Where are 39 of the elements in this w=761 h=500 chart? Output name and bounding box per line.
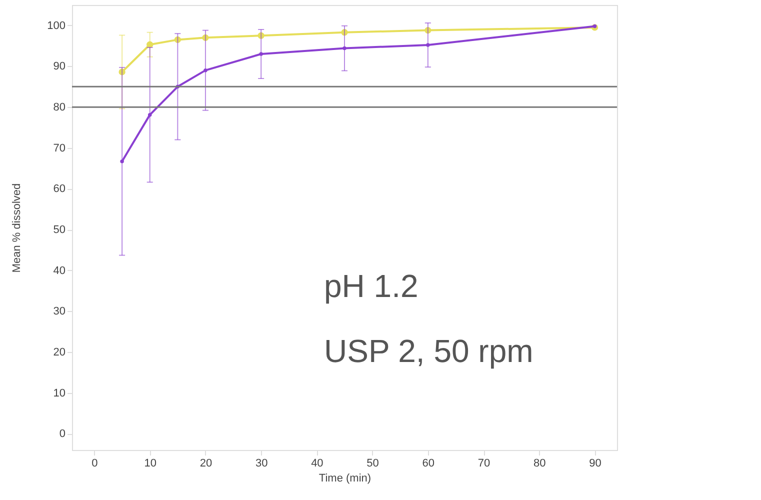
y-tick-label: 60 (53, 183, 66, 196)
x-tick-label: 80 (534, 458, 546, 470)
point (258, 32, 264, 39)
point (592, 24, 597, 28)
annotation: USP 2, 50 rpm (324, 333, 534, 369)
x-tick-label: 70 (478, 458, 490, 470)
x-tick-label: 10 (144, 458, 156, 470)
y-tick-label: 80 (53, 102, 66, 114)
point (341, 29, 348, 36)
point (148, 112, 152, 117)
x-tick-label: 60 (422, 458, 435, 470)
y-tick-label: 90 (53, 60, 66, 73)
y-tick-label: 70 (53, 142, 66, 154)
x-tick-label: 40 (311, 458, 324, 470)
point (426, 43, 430, 47)
y-tick-label: 10 (53, 387, 66, 400)
y-tick-label: 100 (47, 20, 66, 32)
point (204, 68, 208, 72)
annotation: pH 1.2 (324, 268, 418, 304)
y-tick-label: 50 (53, 224, 66, 236)
x-tick-label: 50 (366, 458, 379, 470)
x-tick-label: 30 (255, 458, 268, 470)
point (202, 34, 209, 41)
x-tick-label: 0 (92, 458, 98, 470)
y-tick-label: 0 (59, 428, 66, 440)
x-tick-label: 20 (200, 458, 212, 470)
x-tick-label: 90 (589, 458, 602, 470)
point (259, 52, 263, 56)
point (424, 27, 432, 34)
y-tick-label: 30 (53, 306, 66, 318)
y-tick-label: 20 (53, 346, 66, 359)
x-axis-title: Time (min) (318, 472, 372, 484)
point (146, 41, 154, 48)
y-tick-label: 40 (53, 264, 66, 277)
point (118, 68, 126, 76)
point (120, 159, 124, 164)
point (174, 36, 181, 44)
point (342, 46, 346, 50)
y-axis-title: Mean % dissolved (11, 183, 24, 273)
